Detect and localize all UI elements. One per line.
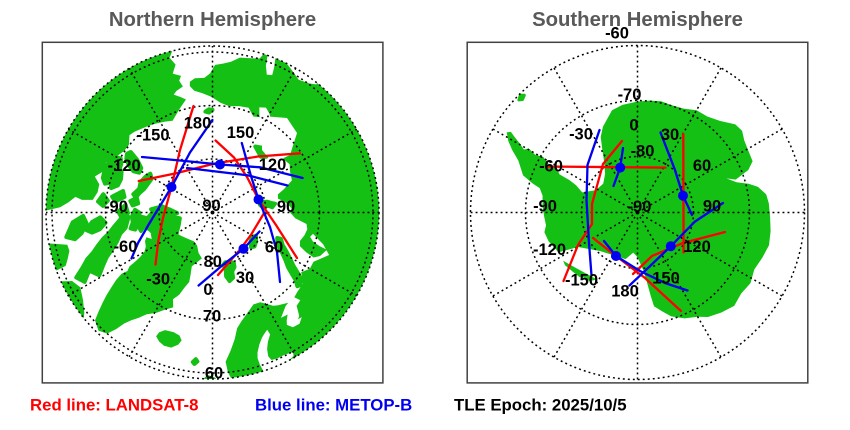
svg-text:180: 180 [611, 283, 639, 301]
svg-text:-150: -150 [136, 127, 169, 145]
svg-text:-80: -80 [631, 143, 655, 161]
svg-text:60: 60 [205, 365, 223, 383]
svg-text:150: 150 [227, 124, 255, 142]
svg-text:30: 30 [661, 126, 679, 144]
svg-text:-90: -90 [104, 198, 128, 216]
svg-text:60: 60 [693, 157, 711, 175]
svg-text:90: 90 [703, 198, 721, 216]
svg-text:30: 30 [236, 269, 254, 287]
svg-text:Northern Hemisphere: Northern Hemisphere [109, 9, 316, 31]
svg-text:-60: -60 [605, 25, 629, 43]
svg-text:-60: -60 [539, 158, 563, 176]
svg-text:60: 60 [265, 239, 283, 257]
svg-text:-30: -30 [146, 271, 170, 289]
svg-text:TLE Epoch: 2025/10/5: TLE Epoch: 2025/10/5 [454, 396, 627, 415]
svg-text:90: 90 [277, 198, 295, 216]
svg-text:80: 80 [204, 253, 222, 271]
svg-text:120: 120 [259, 156, 287, 174]
svg-text:-150: -150 [565, 272, 598, 290]
svg-text:-120: -120 [533, 241, 566, 259]
svg-text:150: 150 [652, 270, 680, 288]
svg-text:-120: -120 [108, 157, 141, 175]
svg-text:0: 0 [629, 117, 638, 135]
svg-text:90: 90 [202, 197, 220, 215]
svg-text:Red line: LANDSAT-8: Red line: LANDSAT-8 [30, 396, 198, 415]
svg-text:-90: -90 [628, 198, 652, 216]
svg-text:Blue line: METOP-B: Blue line: METOP-B [255, 396, 412, 415]
svg-text:Southern Hemisphere: Southern Hemisphere [532, 9, 743, 31]
svg-text:-90: -90 [533, 198, 557, 216]
svg-text:120: 120 [683, 238, 711, 256]
svg-text:-30: -30 [569, 126, 593, 144]
svg-text:180: 180 [184, 115, 212, 133]
svg-text:70: 70 [203, 307, 221, 325]
svg-text:-70: -70 [618, 86, 642, 104]
svg-text:0: 0 [203, 281, 212, 299]
svg-text:-60: -60 [114, 238, 138, 256]
